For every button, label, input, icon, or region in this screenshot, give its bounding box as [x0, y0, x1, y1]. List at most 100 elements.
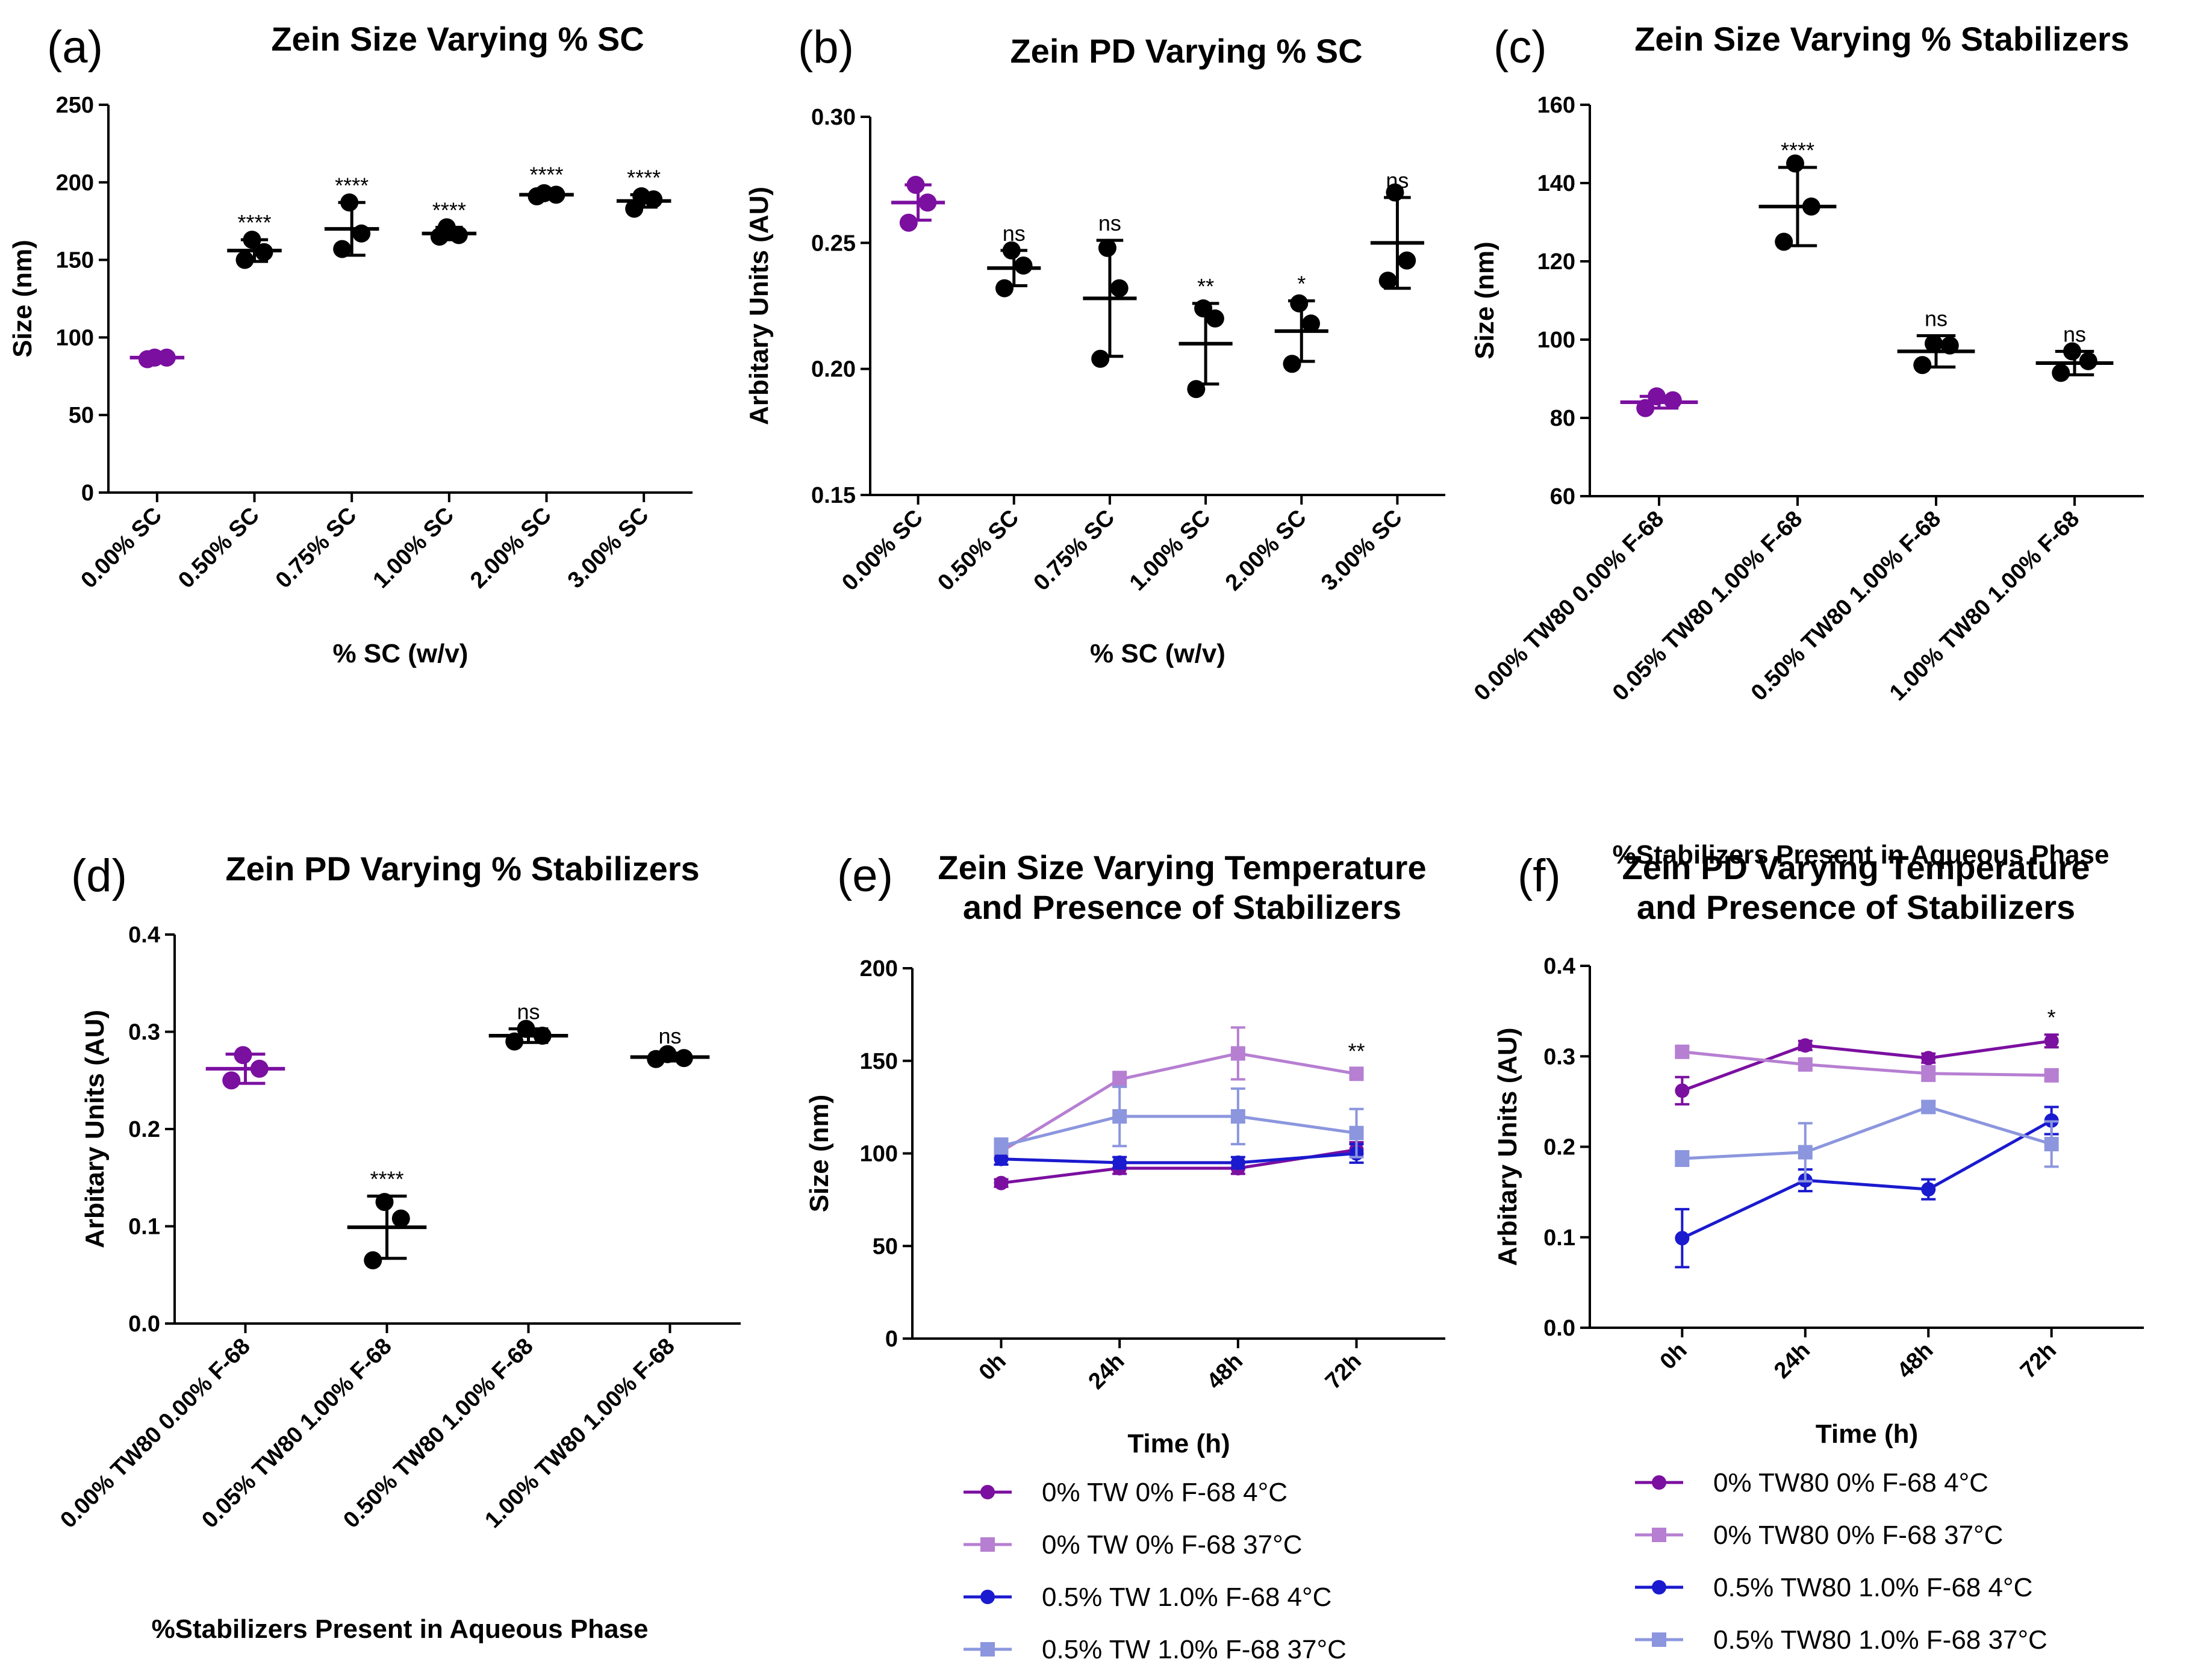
- legend-marker: [980, 1642, 995, 1657]
- y-tick-label: 50: [69, 403, 94, 428]
- chart-title-line: Zein Size Varying Temperature: [938, 848, 1426, 886]
- data-point: [1112, 1109, 1127, 1124]
- chart-title: Zein Size Varying % Stabilizers: [1634, 20, 2129, 58]
- significance-label: ns: [658, 1024, 681, 1048]
- y-tick-label: 0.4: [128, 922, 160, 948]
- y-axis-label: Arbitary Units (AU): [80, 1010, 110, 1248]
- data-point: [333, 240, 352, 258]
- panel-label: (f): [1518, 850, 1561, 901]
- x-tick-label: 2.00% SC: [1221, 505, 1312, 596]
- data-point: [625, 199, 644, 218]
- y-tick-label: 0: [81, 481, 94, 506]
- data-point: [547, 185, 565, 204]
- data-point: [1675, 1044, 1690, 1059]
- series-0: [994, 1141, 1364, 1190]
- significance-label: ****: [335, 173, 369, 198]
- data-point: [1921, 1051, 1936, 1066]
- data-point: [391, 1209, 410, 1228]
- y-tick-label: 0.3: [128, 1020, 160, 1045]
- y-tick-label: 0.15: [811, 483, 856, 508]
- legend-marker: [980, 1485, 995, 1499]
- legend-marker: [1652, 1580, 1666, 1594]
- y-axis-label: Size (nm): [8, 240, 37, 358]
- chart-title-line: and Presence of Stabilizers: [963, 888, 1401, 926]
- data-point: [1014, 257, 1033, 275]
- panel-label: (a): [47, 22, 103, 73]
- significance-label: ****: [370, 1166, 403, 1191]
- data-point: [918, 193, 937, 212]
- series-line: [1000, 1051, 1357, 1153]
- data-point: [1194, 299, 1213, 318]
- y-tick-label: 100: [1537, 328, 1575, 353]
- data-point: [1798, 1057, 1813, 1072]
- data-point: [1002, 241, 1021, 260]
- y-tick-label: 0.2: [128, 1117, 160, 1142]
- y-axis-label: Size (nm): [805, 1095, 834, 1213]
- y-tick-label: 140: [1537, 171, 1575, 196]
- x-tick-label: 0.50% SC: [933, 505, 1024, 596]
- x-tick-label: 48h: [1202, 1349, 1248, 1395]
- x-tick-label: 24h: [1769, 1338, 1815, 1384]
- chart-title-line: Zein PD Varying Temperature: [1622, 848, 2090, 886]
- y-tick-label: 200: [860, 956, 898, 982]
- x-tick-label: 0.75% SC: [1029, 505, 1120, 596]
- data-point: [995, 279, 1014, 297]
- significance-label: *: [1297, 272, 1306, 296]
- x-tick-label: 0.00% SC: [76, 503, 167, 594]
- y-tick-label: 150: [56, 248, 94, 273]
- significance-label: **: [1348, 1039, 1365, 1063]
- panel-label: (b): [798, 22, 854, 73]
- x-axis-label: % SC (w/v): [333, 639, 469, 668]
- legend-marker: [980, 1590, 995, 1604]
- data-point: [906, 176, 925, 194]
- data-point: [1349, 1066, 1364, 1081]
- data-point: [899, 213, 918, 232]
- x-tick-label: 0h: [974, 1349, 1011, 1386]
- legend-label: 0% TW80 0% F-68 37°C: [1713, 1520, 2003, 1550]
- y-axis-label: Arbitary Units (AU): [744, 187, 774, 425]
- data-point: [1798, 1038, 1813, 1053]
- data-point: [243, 231, 261, 249]
- chart-title: Zein PD Varying % SC: [1010, 32, 1362, 70]
- data-point: [1925, 334, 1943, 353]
- data-point: [994, 1139, 1009, 1154]
- data-point: [994, 1151, 1009, 1166]
- data-point: [157, 348, 176, 367]
- data-point: [1675, 1083, 1690, 1098]
- data-point: [2044, 1068, 2059, 1083]
- data-point: [1921, 1182, 1936, 1197]
- y-tick-label: 100: [860, 1142, 898, 1167]
- y-tick-label: 0: [885, 1327, 898, 1352]
- data-point: [235, 250, 254, 269]
- significance-label: ****: [529, 162, 563, 187]
- data-point: [1648, 387, 1666, 406]
- series-2: [994, 1143, 1364, 1170]
- legend-label: 0% TW 0% F-68 4°C: [1042, 1478, 1288, 1507]
- data-point: [2079, 352, 2097, 370]
- data-point: [647, 1050, 665, 1068]
- data-point: [1398, 251, 1416, 270]
- significance-label: *: [2047, 1005, 2056, 1030]
- legend-label: 0.5% TW80 1.0% F-68 4°C: [1713, 1573, 2032, 1602]
- x-tick-label: 0.50% SC: [173, 503, 264, 594]
- legend-label: 0.5% TW 1.0% F-68 4°C: [1042, 1582, 1331, 1612]
- y-tick-label: 0.20: [811, 357, 856, 382]
- x-tick-label: 24h: [1084, 1349, 1130, 1395]
- series-2: [1675, 1106, 2059, 1269]
- significance-label: ns: [517, 1000, 540, 1024]
- y-tick-label: 0.1: [128, 1215, 160, 1240]
- data-point: [364, 1251, 382, 1270]
- series-line: [1001, 1152, 1357, 1165]
- legend-marker: [1652, 1528, 1666, 1542]
- y-tick-label: 60: [1550, 484, 1575, 509]
- data-point: [1110, 279, 1129, 297]
- x-tick-label: 3.00% SC: [1316, 505, 1407, 596]
- x-tick-label: 0.75% SC: [271, 503, 362, 594]
- y-tick-label: 100: [56, 325, 94, 350]
- data-point: [2044, 1136, 2059, 1151]
- x-axis-label: % SC (w/v): [1090, 639, 1225, 668]
- significance-label: ns: [1098, 211, 1121, 235]
- series-line: [1681, 1119, 2052, 1240]
